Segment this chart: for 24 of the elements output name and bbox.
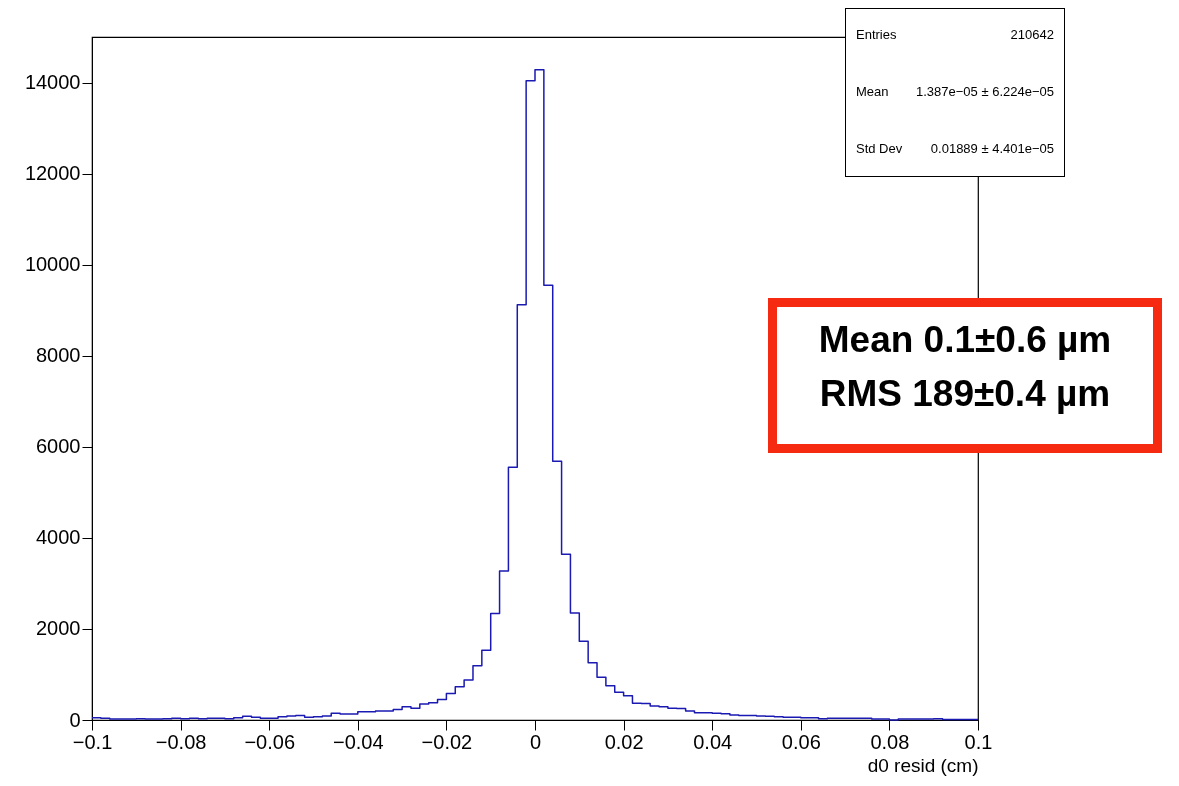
x-tick-label: 0.08	[870, 730, 910, 753]
x-tick-label: −0.06	[244, 730, 295, 753]
y-tick-label: 6000	[36, 435, 81, 458]
x-tick-label: 0.06	[781, 730, 821, 753]
annotation: Mean 0.1±0.6 µm	[817, 319, 1113, 361]
x-tick-label: 0.1	[964, 730, 993, 753]
x-tick-label: −0.04	[333, 730, 384, 753]
y-tick-label: 4000	[36, 526, 81, 549]
x-tick-label: 0.04	[693, 730, 733, 753]
annotation: RMS 189±0.4 µm	[818, 373, 1112, 415]
y-tick-label: 12000	[24, 162, 81, 185]
y-tick-label: 10000	[24, 253, 81, 276]
x-tick-label: −0.02	[421, 730, 473, 753]
y-tick-label: 0	[69, 708, 81, 731]
x-axis-title: d0 resid (cm)	[867, 754, 979, 776]
y-tick-label: 14000	[24, 71, 81, 94]
stats-box: Entries 210642 Mean 1.387e−05 ± 6.224e−05 Std Dev 0.01889 ± 4.401e−05	[845, 8, 1065, 177]
x-tick-label: 0	[529, 730, 542, 753]
summary-box: Mean 0.1±0.6 µm RMS 189±0.4 µm	[768, 298, 1162, 453]
x-tick-label: −0.1	[72, 730, 113, 753]
y-tick-label: 2000	[36, 617, 81, 640]
x-tick-label: −0.08	[155, 730, 207, 753]
x-tick-label: 0.02	[604, 730, 644, 753]
y-tick-label: 8000	[36, 344, 81, 367]
